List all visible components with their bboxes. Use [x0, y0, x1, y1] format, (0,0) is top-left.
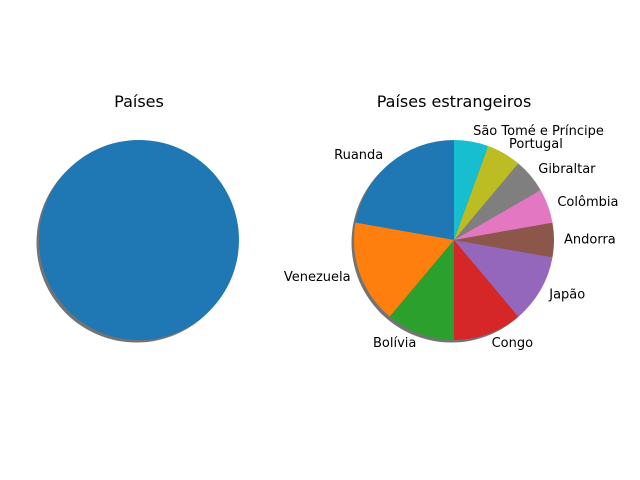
slice-label-venezuela: Venezuela [284, 270, 351, 285]
pie-slice-portugal [454, 146, 519, 240]
slice-label-andorra: Andorra [564, 233, 616, 248]
pie-slice-colombia [454, 190, 553, 240]
slice-label-japao: Japão [548, 288, 585, 303]
slice-label-bolivia: Bolívia [373, 336, 416, 351]
pie-slice-ruanda [355, 140, 454, 240]
slice-label-gibraltar: Gibraltar [538, 162, 596, 177]
slice-label-colombia: Colômbia [557, 195, 618, 210]
pie-slice-sao-tome-e-principe [454, 140, 489, 240]
chart-title-paises-estrangeiros: Países estrangeiros [377, 92, 532, 111]
slice-label-portugal: Portugal [509, 137, 563, 152]
pie-slice-congo [454, 240, 519, 340]
chart-title-paises: Países [114, 92, 164, 111]
pie-chart-paises [36, 140, 239, 343]
slice-label-ruanda: Ruanda [334, 148, 383, 163]
pie-slice-japao [454, 240, 553, 317]
pie-chart-paises-estrangeiros: Ruanda Venezuela Bolívia Congo Japão Andorra C… [284, 124, 619, 351]
pie-slice-gibraltar [454, 163, 541, 240]
pie-slice-venezuela [354, 222, 454, 317]
slice-label-congo: Congo [492, 336, 534, 351]
slice-label-sao-tome-e-principe: São Tomé e Príncipe [473, 124, 604, 139]
pie-slice-andorra [454, 222, 554, 258]
pie-slice-bolivia [389, 240, 454, 340]
pie-slice [39, 140, 239, 340]
